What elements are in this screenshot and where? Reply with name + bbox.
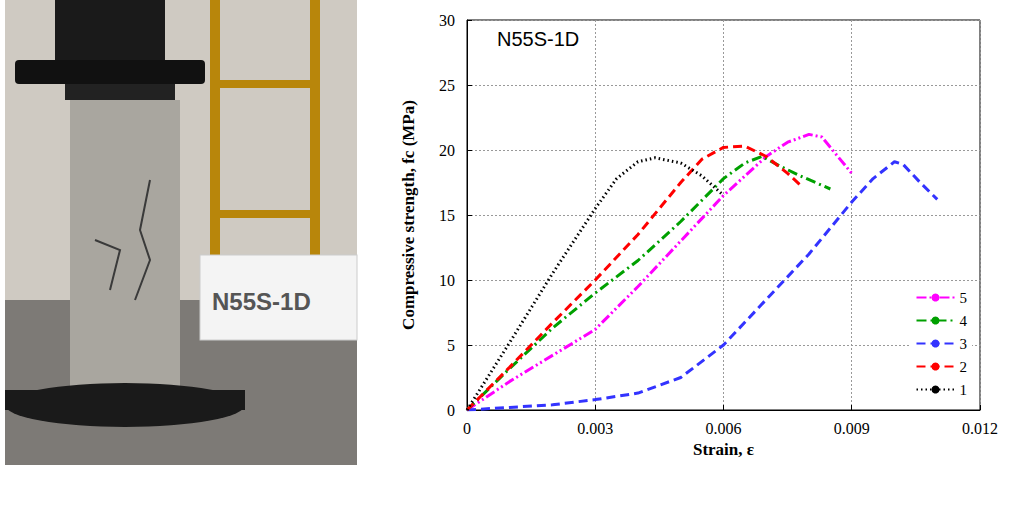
svg-text:4: 4	[960, 313, 968, 329]
svg-text:2: 2	[960, 359, 968, 375]
svg-text:0.006: 0.006	[706, 420, 742, 437]
svg-text:10: 10	[439, 272, 455, 289]
svg-text:3: 3	[960, 336, 968, 352]
svg-text:5: 5	[960, 290, 968, 306]
svg-text:Compressive strength, fc (MPa): Compressive strength, fc (MPa)	[399, 100, 418, 330]
svg-text:5: 5	[447, 337, 455, 354]
svg-text:0: 0	[447, 402, 455, 419]
svg-text:15: 15	[439, 207, 455, 224]
svg-text:0.003: 0.003	[577, 420, 613, 437]
svg-text:20: 20	[439, 142, 455, 159]
svg-text:N55S-1D: N55S-1D	[497, 28, 579, 50]
svg-text:30: 30	[439, 12, 455, 29]
svg-text:25: 25	[439, 77, 455, 94]
svg-text:N55S-1D: N55S-1D	[212, 288, 311, 315]
svg-text:0: 0	[463, 420, 471, 437]
svg-text:Strain, ε: Strain, ε	[693, 440, 754, 459]
svg-text:0.012: 0.012	[962, 420, 998, 437]
svg-text:1: 1	[960, 382, 968, 398]
svg-text:0.009: 0.009	[834, 420, 870, 437]
